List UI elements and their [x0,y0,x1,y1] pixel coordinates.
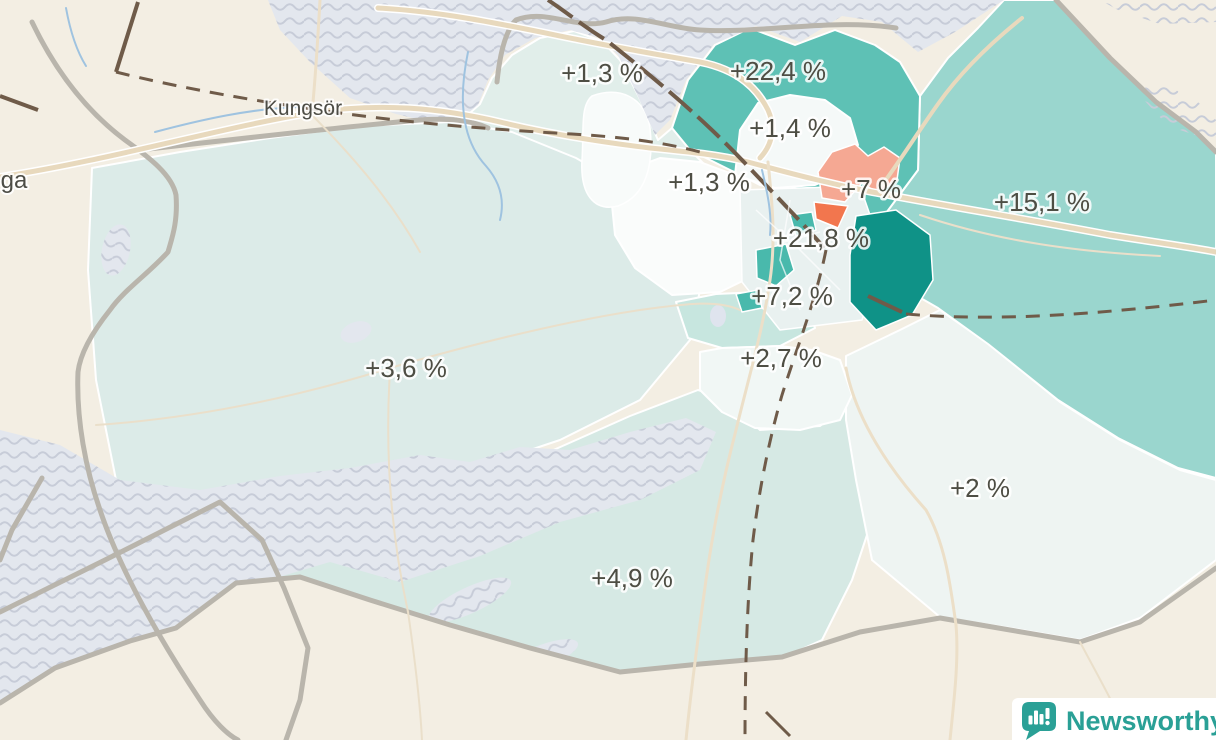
wetland-bottom-left [0,418,716,704]
value-label-northwest: +1,3 % [561,58,643,88]
value-labels: +1,3 % +22,4 % +1,4 % +1,3 % +7 % +15,1 … [363,54,1093,596]
value-label-north-central: +1,4 % [749,113,831,143]
value-label-city-south: +7,2 % [751,281,833,311]
outside-land-south [0,568,1216,740]
town-label-edge-fragment: ga [1,167,28,194]
wetland-top-band [268,0,1004,135]
region-city-orange [813,201,849,229]
newsworthy-logo[interactable]: Newsworthy [1012,698,1216,740]
value-label-west: +3,6 % [365,353,447,383]
city-teal-patch [755,243,795,287]
value-label-south: +4,9 % [591,563,673,593]
place-labels: Kungsör ga [0,95,344,196]
streams [65,7,772,236]
bar-chart-speech-bubble-icon [1022,702,1056,740]
value-label-east: +2 % [950,473,1010,503]
town-label-kungsor: Kungsör [264,97,342,120]
city-teal-patch [735,289,763,313]
value-label-city-center: +21,8 % [773,223,869,253]
logo-background [1012,698,1216,740]
value-label-north: +22,4 % [730,56,826,86]
value-label-northeast: +15,1 % [994,187,1090,217]
value-label-city-north: +7 % [841,174,901,204]
logo-wordmark: Newsworthy [1066,706,1216,736]
value-label-central: +1,3 % [668,167,750,197]
wetland-corner-ne [1100,0,1216,142]
region-south-central [699,345,853,431]
urban-streets [755,199,841,311]
value-label-south-central: +2,7 % [740,343,822,373]
wetlands [0,0,1216,704]
region-polygons [87,0,1216,673]
